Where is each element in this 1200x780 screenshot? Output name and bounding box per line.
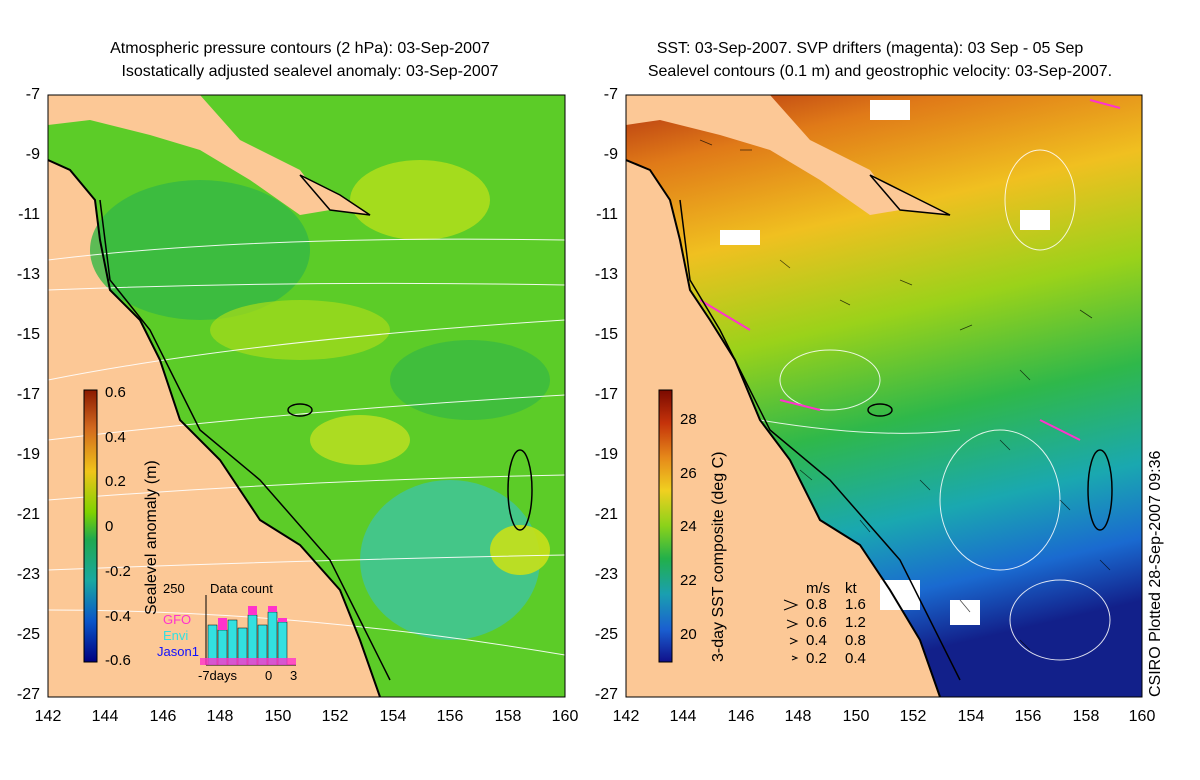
x-tick: 160 <box>1128 708 1156 725</box>
velocity-kt: 1.6 <box>845 596 866 613</box>
left-title-line1: Atmospheric pressure contours (2 hPa): 0… <box>110 40 490 57</box>
colorbar-tick: -0.2 <box>105 563 131 580</box>
x-tick: 144 <box>669 708 697 725</box>
left-map-frame <box>47 94 566 698</box>
data-count-title: Data count <box>210 581 273 596</box>
velocity-kt: 0.8 <box>845 632 866 649</box>
velocity-header-kt: kt <box>845 580 857 597</box>
data-count-xtick: 3 <box>290 668 298 683</box>
y-tick: -21 <box>594 506 618 523</box>
sst-field <box>626 95 1142 697</box>
y-tick: -17 <box>594 386 618 403</box>
x-tick: 150 <box>264 708 292 725</box>
x-tick: 142 <box>34 708 62 725</box>
colorbar-tick: 28 <box>680 411 697 428</box>
right-title-line2: Sealevel contours (0.1 m) and geostrophi… <box>647 63 1113 80</box>
y-tick: -25 <box>594 626 618 643</box>
colorbar-tick: 0.2 <box>105 473 126 490</box>
y-tick: -7 <box>25 86 40 103</box>
velocity-kt: 0.4 <box>845 650 866 667</box>
x-tick: 154 <box>379 708 407 725</box>
x-tick: 152 <box>899 708 927 725</box>
y-tick: -27 <box>594 686 618 703</box>
x-tick: 148 <box>206 708 234 725</box>
colorbar-tick: 24 <box>680 518 697 535</box>
x-tick: 146 <box>727 708 755 725</box>
x-tick: 144 <box>91 708 119 725</box>
y-tick: -11 <box>596 206 618 223</box>
legend-gfo: GFO <box>163 612 192 627</box>
y-tick: -13 <box>16 266 40 283</box>
right-title-line1: SST: 03-Sep-2007. SVP drifters (magenta)… <box>656 40 1084 57</box>
y-tick: -27 <box>16 686 40 703</box>
left-colorbar-label: Sealevel anomaly (m) <box>143 460 160 615</box>
x-tick: 154 <box>957 708 985 725</box>
y-tick: -17 <box>16 386 40 403</box>
y-tick: -15 <box>16 326 40 343</box>
y-tick: -23 <box>594 566 618 583</box>
data-count-xtick: -7days <box>198 668 238 683</box>
colorbar-tick: 0.4 <box>105 429 126 446</box>
velocity-ms: 0.8 <box>806 596 827 613</box>
left-colorbar <box>83 389 98 663</box>
y-tick: -7 <box>603 86 618 103</box>
velocity-key-arrows <box>783 599 799 661</box>
velocity-ms: 0.4 <box>806 632 827 649</box>
data-count-chart <box>200 595 296 666</box>
y-tick: -19 <box>594 446 618 463</box>
colorbar-tick: -0.6 <box>105 652 131 669</box>
left-title-line2: Isostatically adjusted sealevel anomaly:… <box>121 63 499 80</box>
velocity-ms: 0.2 <box>806 650 827 667</box>
y-tick: -25 <box>16 626 40 643</box>
y-tick: -21 <box>16 506 40 523</box>
x-tick: 150 <box>842 708 870 725</box>
colorbar-tick: 0 <box>105 518 114 535</box>
y-tick: -19 <box>16 446 40 463</box>
y-tick: -23 <box>16 566 40 583</box>
x-tick: 158 <box>1072 708 1100 725</box>
colorbar-tick: 26 <box>680 465 697 482</box>
x-tick: 142 <box>612 708 640 725</box>
y-tick: -9 <box>25 146 40 163</box>
credit-text: CSIRO Plotted 28-Sep-2007 09:36 <box>1147 450 1164 697</box>
colorbar-tick: -0.4 <box>105 608 131 625</box>
y-tick: -13 <box>594 266 618 283</box>
right-map <box>626 95 1142 697</box>
velocity-header-ms: m/s <box>806 580 831 597</box>
y-tick: -9 <box>603 146 618 163</box>
y-tick: -15 <box>594 326 618 343</box>
y-tick: -11 <box>18 206 40 223</box>
legend-jason1: Jason1 <box>157 644 199 659</box>
left-map <box>48 95 565 697</box>
velocity-ms: 0.6 <box>806 614 827 631</box>
colorbar-tick: 0.6 <box>105 384 126 401</box>
velocity-kt: 1.2 <box>845 614 866 631</box>
x-tick: 156 <box>1014 708 1042 725</box>
data-count-xtick: 0 <box>265 668 273 683</box>
x-tick: 160 <box>551 708 579 725</box>
right-map-frame <box>625 94 1143 698</box>
colorbar-tick: 22 <box>680 572 697 589</box>
legend-envi: Envi <box>163 628 189 643</box>
x-tick: 146 <box>149 708 177 725</box>
x-tick: 156 <box>436 708 464 725</box>
right-colorbar-label: 3-day SST composite (deg C) <box>710 451 727 662</box>
x-tick: 148 <box>784 708 812 725</box>
x-tick: 152 <box>321 708 349 725</box>
data-count-ymax: 250 <box>163 581 185 596</box>
colorbar-tick: 20 <box>680 626 697 643</box>
x-tick: 158 <box>494 708 522 725</box>
right-colorbar <box>658 389 673 663</box>
